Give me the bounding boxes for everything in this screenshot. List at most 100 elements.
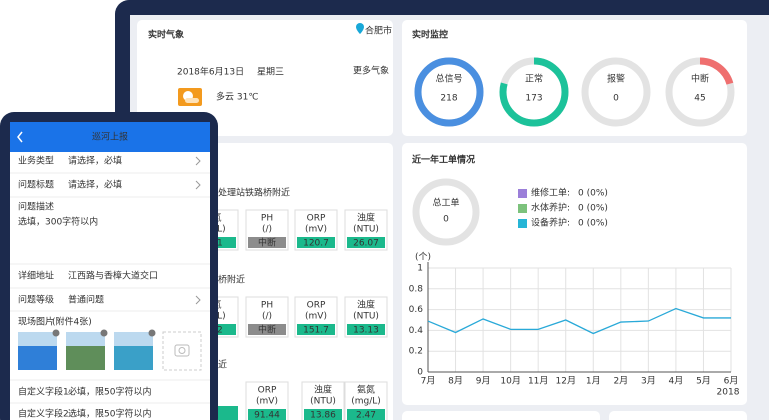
cell-value: 120.7 — [303, 239, 329, 249]
field-label: 自定义字段1 — [18, 386, 69, 398]
cell-unit: (/) — [262, 312, 272, 322]
x-tick-label: 12月 — [556, 376, 576, 387]
cell-value: 13.86 — [310, 411, 336, 420]
x-tick-label: 2月 — [613, 376, 628, 387]
work-order-card — [402, 143, 747, 405]
card-title: 实时监控 — [412, 29, 448, 41]
cell-value: 151.7 — [303, 326, 329, 336]
photo-remove[interactable] — [52, 329, 60, 337]
weather-card — [137, 20, 393, 136]
y-tick-label: 0.8 — [409, 284, 424, 294]
chevron[interactable] — [195, 156, 201, 166]
card — [402, 411, 600, 420]
cell-value: 中断 — [258, 324, 276, 336]
weather-condition: 多云 31℃ — [216, 91, 258, 103]
legend-name: 设备养护: — [531, 217, 570, 229]
field-value: 江西路与香樟大道交口 — [68, 270, 158, 282]
cell-label: ORP — [307, 301, 326, 311]
card-title: 近一年工单情况 — [412, 154, 475, 166]
more-weather-link[interactable]: 更多气象 — [353, 65, 389, 77]
cell-unit: (NTU) — [353, 225, 379, 235]
field-value: 选填，300字符以内 — [18, 216, 98, 228]
station-name: 处理站铁路桥附近 — [218, 187, 290, 199]
x-tick-label: 9月 — [476, 376, 491, 387]
field-label: 问题描述 — [18, 201, 54, 213]
legend-swatch — [518, 219, 527, 228]
gauge-label: 中断 — [691, 73, 709, 85]
y-tick-label: 0.4 — [409, 326, 424, 336]
cell-value: 91.44 — [254, 411, 280, 420]
cell-unit: (NTU) — [310, 397, 336, 407]
gauge-value: 0 — [613, 94, 619, 104]
legend-swatch — [518, 204, 527, 213]
gauge-value: 218 — [440, 94, 457, 104]
field-label: 详细地址 — [18, 270, 54, 282]
gauge-label: 总信号 — [435, 73, 462, 85]
field-value: 请选择，必填 — [68, 179, 122, 191]
legend-name: 维修工单: — [531, 187, 570, 199]
y-unit: (个) — [415, 252, 431, 263]
y-tick-label: 0.2 — [409, 347, 423, 357]
cell-label: 浊度 — [314, 384, 332, 396]
photos-note: (附件4张) — [52, 316, 92, 328]
weekday: 星期三 — [257, 67, 284, 78]
camera-lens — [178, 347, 186, 354]
legend-value: 0 (0%) — [578, 219, 608, 229]
x-year: 2018 — [717, 388, 740, 398]
cell-value-box — [248, 409, 286, 420]
cell-value-box — [347, 237, 385, 248]
cell-value-box — [347, 324, 385, 335]
station-name: 桥附近 — [218, 274, 245, 286]
card-title: 实时气象 — [148, 29, 184, 41]
field-label: 业务类型 — [18, 155, 54, 167]
cell-value-box — [297, 237, 335, 248]
legend-name: 水体养护: — [531, 202, 570, 214]
field-value: 选填，限50字符以内 — [68, 408, 151, 420]
y-tick-label: 0.6 — [409, 305, 424, 315]
x-tick-label: 7月 — [421, 376, 436, 387]
cell-value: 中断 — [258, 237, 276, 249]
monitor-card — [402, 20, 747, 136]
add-photo[interactable] — [162, 331, 202, 371]
cell-value-box — [248, 237, 286, 248]
gauge-track — [581, 57, 651, 127]
cloud — [185, 98, 199, 103]
card — [609, 411, 747, 420]
field-value: 请选择，必填 — [68, 155, 122, 167]
city: 合肥市 — [365, 25, 392, 37]
y-tick-label: 0 — [417, 368, 423, 378]
cell-unit: (mV) — [305, 312, 327, 322]
cell-value-box — [347, 409, 385, 420]
photo-remove[interactable] — [148, 329, 156, 337]
photo-sky — [18, 332, 57, 346]
gauge-value: 173 — [525, 94, 542, 104]
gauge-value: 45 — [694, 94, 705, 104]
photo-sky — [114, 332, 153, 346]
x-tick-label: 8月 — [448, 376, 463, 387]
chevron[interactable] — [195, 295, 201, 305]
x-tick-label: 11月 — [528, 376, 548, 387]
total-label: 总工单 — [432, 197, 459, 209]
x-tick-label: 5月 — [696, 376, 711, 387]
field-value: 必填，限50字符以内 — [68, 386, 151, 398]
cell-label: ORP — [258, 386, 277, 396]
phone-title: 巡河上报 — [92, 131, 128, 143]
back-button[interactable] — [17, 131, 23, 143]
field-label: 问题等级 — [18, 294, 54, 306]
cell-unit: (/) — [262, 225, 272, 235]
phone-header — [10, 122, 210, 152]
photo-remove[interactable] — [100, 329, 108, 337]
gauge-arc — [499, 57, 569, 127]
field-label: 自定义字段2 — [18, 408, 69, 420]
y-tick-label: 1 — [417, 264, 423, 274]
cell-value: 26.07 — [353, 239, 379, 249]
chevron[interactable] — [195, 180, 201, 190]
gauge-label: 报警 — [607, 73, 625, 85]
cell-unit: (mV) — [305, 225, 327, 235]
cell-label: 浊度 — [357, 299, 375, 311]
legend-swatch — [518, 189, 527, 198]
cell-unit: (NTU) — [353, 312, 379, 322]
x-tick-label: 1月 — [586, 376, 601, 387]
